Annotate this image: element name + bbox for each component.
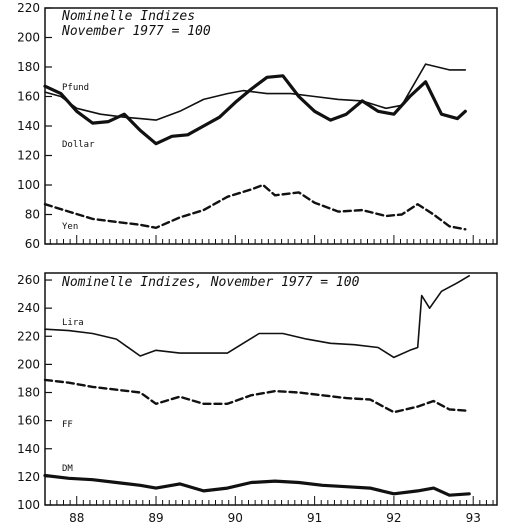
y-tick-label: 180 bbox=[17, 386, 40, 400]
series-line-yen bbox=[43, 183, 467, 231]
y-tick-label: 200 bbox=[17, 357, 40, 371]
series-label-pfund: Pfund bbox=[62, 83, 89, 93]
series-label-yen: Yen bbox=[62, 222, 78, 232]
plot-frame bbox=[44, 272, 498, 506]
series-line-dm bbox=[43, 473, 471, 497]
chart-title: Nominelle Indizes bbox=[61, 9, 195, 24]
y-tick-label: 160 bbox=[17, 90, 40, 104]
x-tick-label: 93 bbox=[466, 511, 481, 524]
series-line-dollar bbox=[43, 74, 467, 146]
y-tick-label: 220 bbox=[17, 329, 40, 343]
bottom-panel: 100 120 140 160 180 200 220 240 260 Nominelle Ind… bbox=[17, 272, 498, 524]
chart-subtitle: November 1977 = 100 bbox=[61, 24, 211, 39]
y-tick-label: 140 bbox=[17, 442, 40, 456]
plot-frame bbox=[44, 7, 498, 245]
y-tick-label: 160 bbox=[17, 414, 40, 428]
y-tick-label: 180 bbox=[17, 60, 40, 74]
x-tick-label: 89 bbox=[148, 511, 163, 524]
y-tick-label: 100 bbox=[17, 498, 40, 512]
top-panel: 60 80 100 120 140 160 180 200 220 Nominelle Indiz… bbox=[17, 1, 498, 251]
y-tick-label: 80 bbox=[25, 208, 40, 222]
y-tick-label: 120 bbox=[17, 470, 40, 484]
x-tick-label: 92 bbox=[386, 511, 401, 524]
series-line-ff bbox=[43, 378, 471, 414]
y-tick-label: 140 bbox=[17, 119, 40, 133]
series-label-lira: Lira bbox=[62, 318, 84, 328]
series-label-dollar: Dollar bbox=[62, 140, 95, 150]
y-tick-label: 100 bbox=[17, 178, 40, 192]
chart-title: Nominelle Indizes, November 1977 = 100 bbox=[61, 275, 360, 290]
y-tick-label: 240 bbox=[17, 301, 40, 315]
y-tick-label: 220 bbox=[17, 1, 40, 15]
y-tick-label: 60 bbox=[25, 237, 40, 251]
y-tick-label: 200 bbox=[17, 31, 40, 45]
series-label-ff: FF bbox=[62, 420, 73, 430]
series-label-dm: DM bbox=[62, 464, 73, 474]
y-tick-label: 260 bbox=[17, 273, 40, 287]
x-tick-label: 91 bbox=[307, 511, 322, 524]
series-line-lira bbox=[44, 274, 471, 359]
series-line-pfund bbox=[44, 63, 467, 121]
y-tick-label: 120 bbox=[17, 149, 40, 163]
x-tick-label: 90 bbox=[228, 511, 243, 524]
x-tick-label: 88 bbox=[69, 511, 84, 524]
